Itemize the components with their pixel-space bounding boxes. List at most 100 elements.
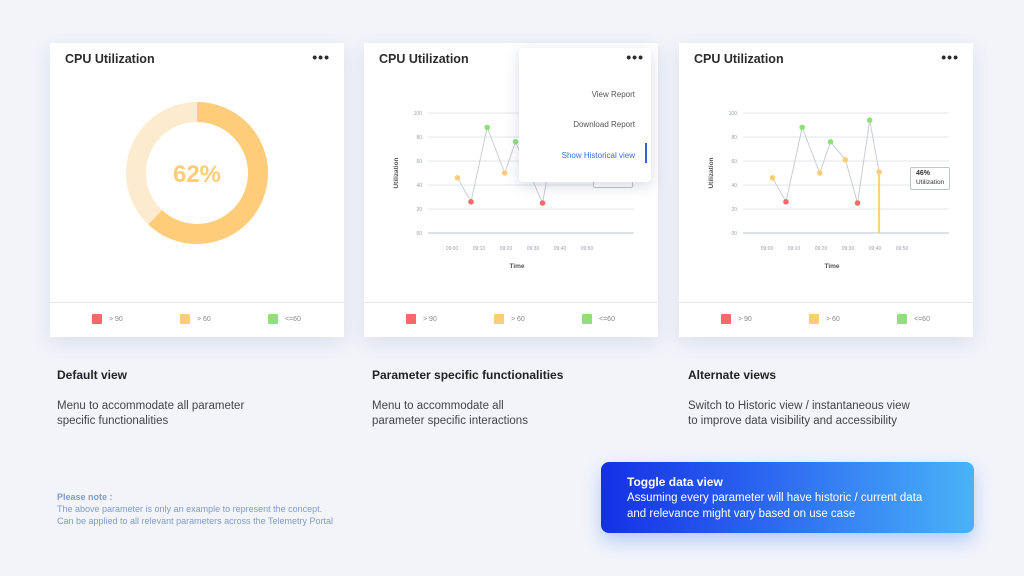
toggle-title: Toggle data view — [627, 475, 723, 489]
y-tick-label: 00 — [731, 231, 737, 237]
note-title: Please note : — [57, 492, 113, 502]
x-axis-title: Time — [509, 263, 524, 270]
card-title: CPU Utilization — [694, 52, 784, 66]
legend: > 90 > 60 <=60 — [679, 302, 973, 337]
legend-swatch — [268, 314, 278, 324]
data-point — [512, 139, 519, 145]
legend-label: > 90 — [109, 315, 123, 323]
legend-swatch — [180, 314, 190, 324]
description-title: Parameter specific functionalities — [372, 368, 564, 382]
x-tick-label: 09:50 — [581, 246, 594, 252]
description-body: Menu to accommodate all parameter specif… — [57, 399, 357, 429]
legend-label: > 60 — [511, 315, 525, 323]
y-tick-label: 60 — [731, 159, 737, 165]
description-alternate-views: Alternate views Switch to Historic view … — [688, 368, 988, 429]
y-tick-label: 40 — [416, 183, 422, 189]
legend-label: > 90 — [423, 315, 437, 323]
legend-label: <=60 — [285, 315, 301, 323]
donut-value-arc — [126, 102, 268, 244]
tooltip-label: Utilization — [916, 178, 945, 186]
x-tick-label: 09:10 — [473, 246, 486, 252]
description-line: Switch to Historic view / instantaneous … — [688, 400, 910, 412]
description-title: Alternate views — [688, 368, 777, 382]
y-tick-label: 60 — [416, 159, 422, 165]
note-line: The above parameter is only an example t… — [57, 504, 323, 514]
y-tick-label: 40 — [731, 183, 737, 189]
toggle-line: Assuming every parameter will have histo… — [627, 492, 923, 504]
donut-chart: 62% — [50, 73, 344, 303]
legend-swatch — [809, 314, 819, 324]
x-tick-label: 09:40 — [554, 246, 567, 252]
data-point — [468, 199, 474, 205]
more-menu-icon[interactable]: ••• — [626, 49, 644, 65]
y-tick-label: 20 — [416, 207, 422, 213]
y-tick-label: 80 — [731, 135, 737, 141]
x-axis-title: Time — [824, 263, 839, 270]
description-default-view: Default view Menu to accommodate all par… — [57, 368, 357, 429]
series-line — [772, 120, 880, 204]
description-line: parameter specific interactions — [372, 415, 528, 427]
legend-item: > 60 — [809, 314, 840, 324]
card-title: CPU Utilization — [65, 52, 155, 66]
data-point — [769, 175, 776, 181]
legend-label: <=60 — [914, 315, 930, 323]
data-point — [876, 169, 882, 175]
card-default-view: CPU Utilization ••• 62% > 90 > 60 <=60 — [50, 43, 344, 337]
x-tick-label: 09:00 — [446, 246, 459, 252]
x-tick-label: 09:20 — [815, 246, 828, 252]
x-tick-label: 09:10 — [788, 246, 801, 252]
y-axis-title: Utilization — [708, 157, 715, 188]
card-title: CPU Utilization — [379, 52, 469, 66]
tooltip-value: 46% — [916, 170, 931, 177]
legend-swatch — [92, 314, 102, 324]
legend-label: > 60 — [197, 315, 211, 323]
menu-selection-indicator — [645, 143, 647, 163]
legend-item: > 90 — [406, 314, 437, 324]
data-point — [783, 199, 789, 205]
menu-item-show-historical-view[interactable]: Show Historical view — [561, 151, 635, 160]
data-point — [866, 117, 873, 123]
legend-label: > 90 — [738, 315, 752, 323]
legend-swatch — [897, 314, 907, 324]
menu-item-view-report[interactable]: View Report — [591, 90, 635, 99]
legend-swatch — [494, 314, 504, 324]
x-tick-label: 09:40 — [869, 246, 882, 252]
more-menu-icon[interactable]: ••• — [941, 49, 959, 65]
x-tick-label: 09:50 — [896, 246, 909, 252]
x-tick-label: 09:20 — [500, 246, 513, 252]
legend-label: <=60 — [599, 315, 615, 323]
menu-item-download-report[interactable]: Download Report — [573, 120, 635, 129]
y-tick-label: 80 — [416, 135, 422, 141]
legend-swatch — [406, 314, 416, 324]
legend-item: <=60 — [582, 314, 615, 324]
legend-item: > 60 — [180, 314, 211, 324]
toggle-line: and relevance might vary based on use ca… — [627, 508, 856, 520]
description-parameter-functionalities: Parameter specific functionalities Menu … — [372, 368, 672, 429]
line-chart: 00 20 40 60 80 100 09:00 09:10 09:20 09:30 09:40 09… — [708, 111, 949, 270]
data-point — [827, 139, 834, 145]
legend-item: <=60 — [897, 314, 930, 324]
y-axis-title: Utilization — [393, 157, 400, 188]
data-point — [484, 124, 490, 131]
data-point — [799, 124, 805, 131]
data-point — [501, 170, 508, 176]
card-alternate-views: CPU Utilization ••• 00 20 40 60 80 100 09:00 09… — [679, 43, 973, 337]
legend-item: <=60 — [268, 314, 301, 324]
y-tick-label: 00 — [416, 231, 422, 237]
y-tick-label: 20 — [731, 207, 737, 213]
y-tick-label: 100 — [729, 111, 738, 117]
legend-label: > 60 — [826, 315, 840, 323]
description-body: Menu to accommodate all parameter specif… — [372, 399, 672, 429]
more-menu-icon[interactable]: ••• — [312, 49, 330, 65]
data-point — [854, 200, 861, 206]
card-parameter-functionalities: CPU Utilization 00 20 40 60 80 100 09:00 09:10 0… — [364, 43, 658, 337]
y-tick-label: 100 — [414, 111, 423, 117]
data-point — [539, 200, 546, 206]
legend-swatch — [721, 314, 731, 324]
legend-item: > 90 — [92, 314, 123, 324]
description-line: to improve data visibility and accessibi… — [688, 415, 898, 427]
legend: > 90 > 60 <=60 — [364, 302, 658, 337]
context-menu: View Report Download Report Show Histori… — [519, 48, 651, 182]
toggle-data-view-callout: Toggle data view Assuming every paramete… — [601, 462, 974, 533]
description-body: Switch to Historic view / instantaneous … — [688, 399, 988, 429]
